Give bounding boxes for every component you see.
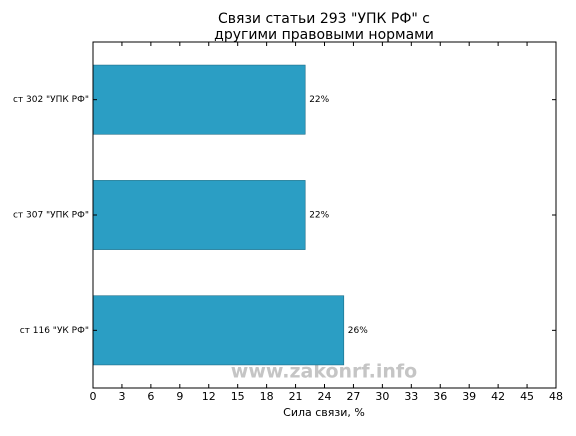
x-tick-label: 24: [318, 390, 332, 403]
x-tick-label: 15: [231, 390, 245, 403]
y-tick-label: ст 116 "УК РФ": [20, 326, 89, 336]
x-tick-label: 45: [520, 390, 534, 403]
x-tick-label: 48: [549, 390, 563, 403]
x-tick-label: 30: [375, 390, 389, 403]
x-tick-label: 27: [346, 390, 360, 403]
x-tick-label: 6: [147, 390, 154, 403]
x-tick-label: 21: [289, 390, 303, 403]
x-axis-label: Сила связи, %: [283, 406, 365, 419]
x-tick-label: 3: [118, 390, 125, 403]
bar: [92, 64, 306, 135]
x-tick-label: 0: [90, 390, 97, 403]
watermark: www.zakonrf.info: [231, 361, 417, 383]
x-tick-label: 42: [491, 390, 505, 403]
x-tick-label: 39: [462, 390, 476, 403]
x-tick-label: 36: [433, 390, 447, 403]
y-tick-label: ст 302 "УПК РФ": [13, 95, 89, 105]
value-label: 26%: [348, 326, 368, 336]
bar: [92, 180, 306, 250]
value-label: 22%: [309, 95, 329, 105]
y-tick-label: ст 307 "УПК РФ": [13, 211, 89, 221]
bar: [92, 295, 345, 366]
x-tick-label: 9: [176, 390, 183, 403]
x-tick-label: 12: [202, 390, 216, 403]
x-tick-label: 18: [260, 390, 274, 403]
plot-frame: [92, 41, 557, 389]
x-tick-label: 33: [404, 390, 418, 403]
chart-title: другими правовыми нормами: [214, 27, 434, 43]
chart-title: Связи статьи 293 "УПК РФ" с: [218, 11, 430, 27]
value-label: 22%: [309, 211, 329, 221]
